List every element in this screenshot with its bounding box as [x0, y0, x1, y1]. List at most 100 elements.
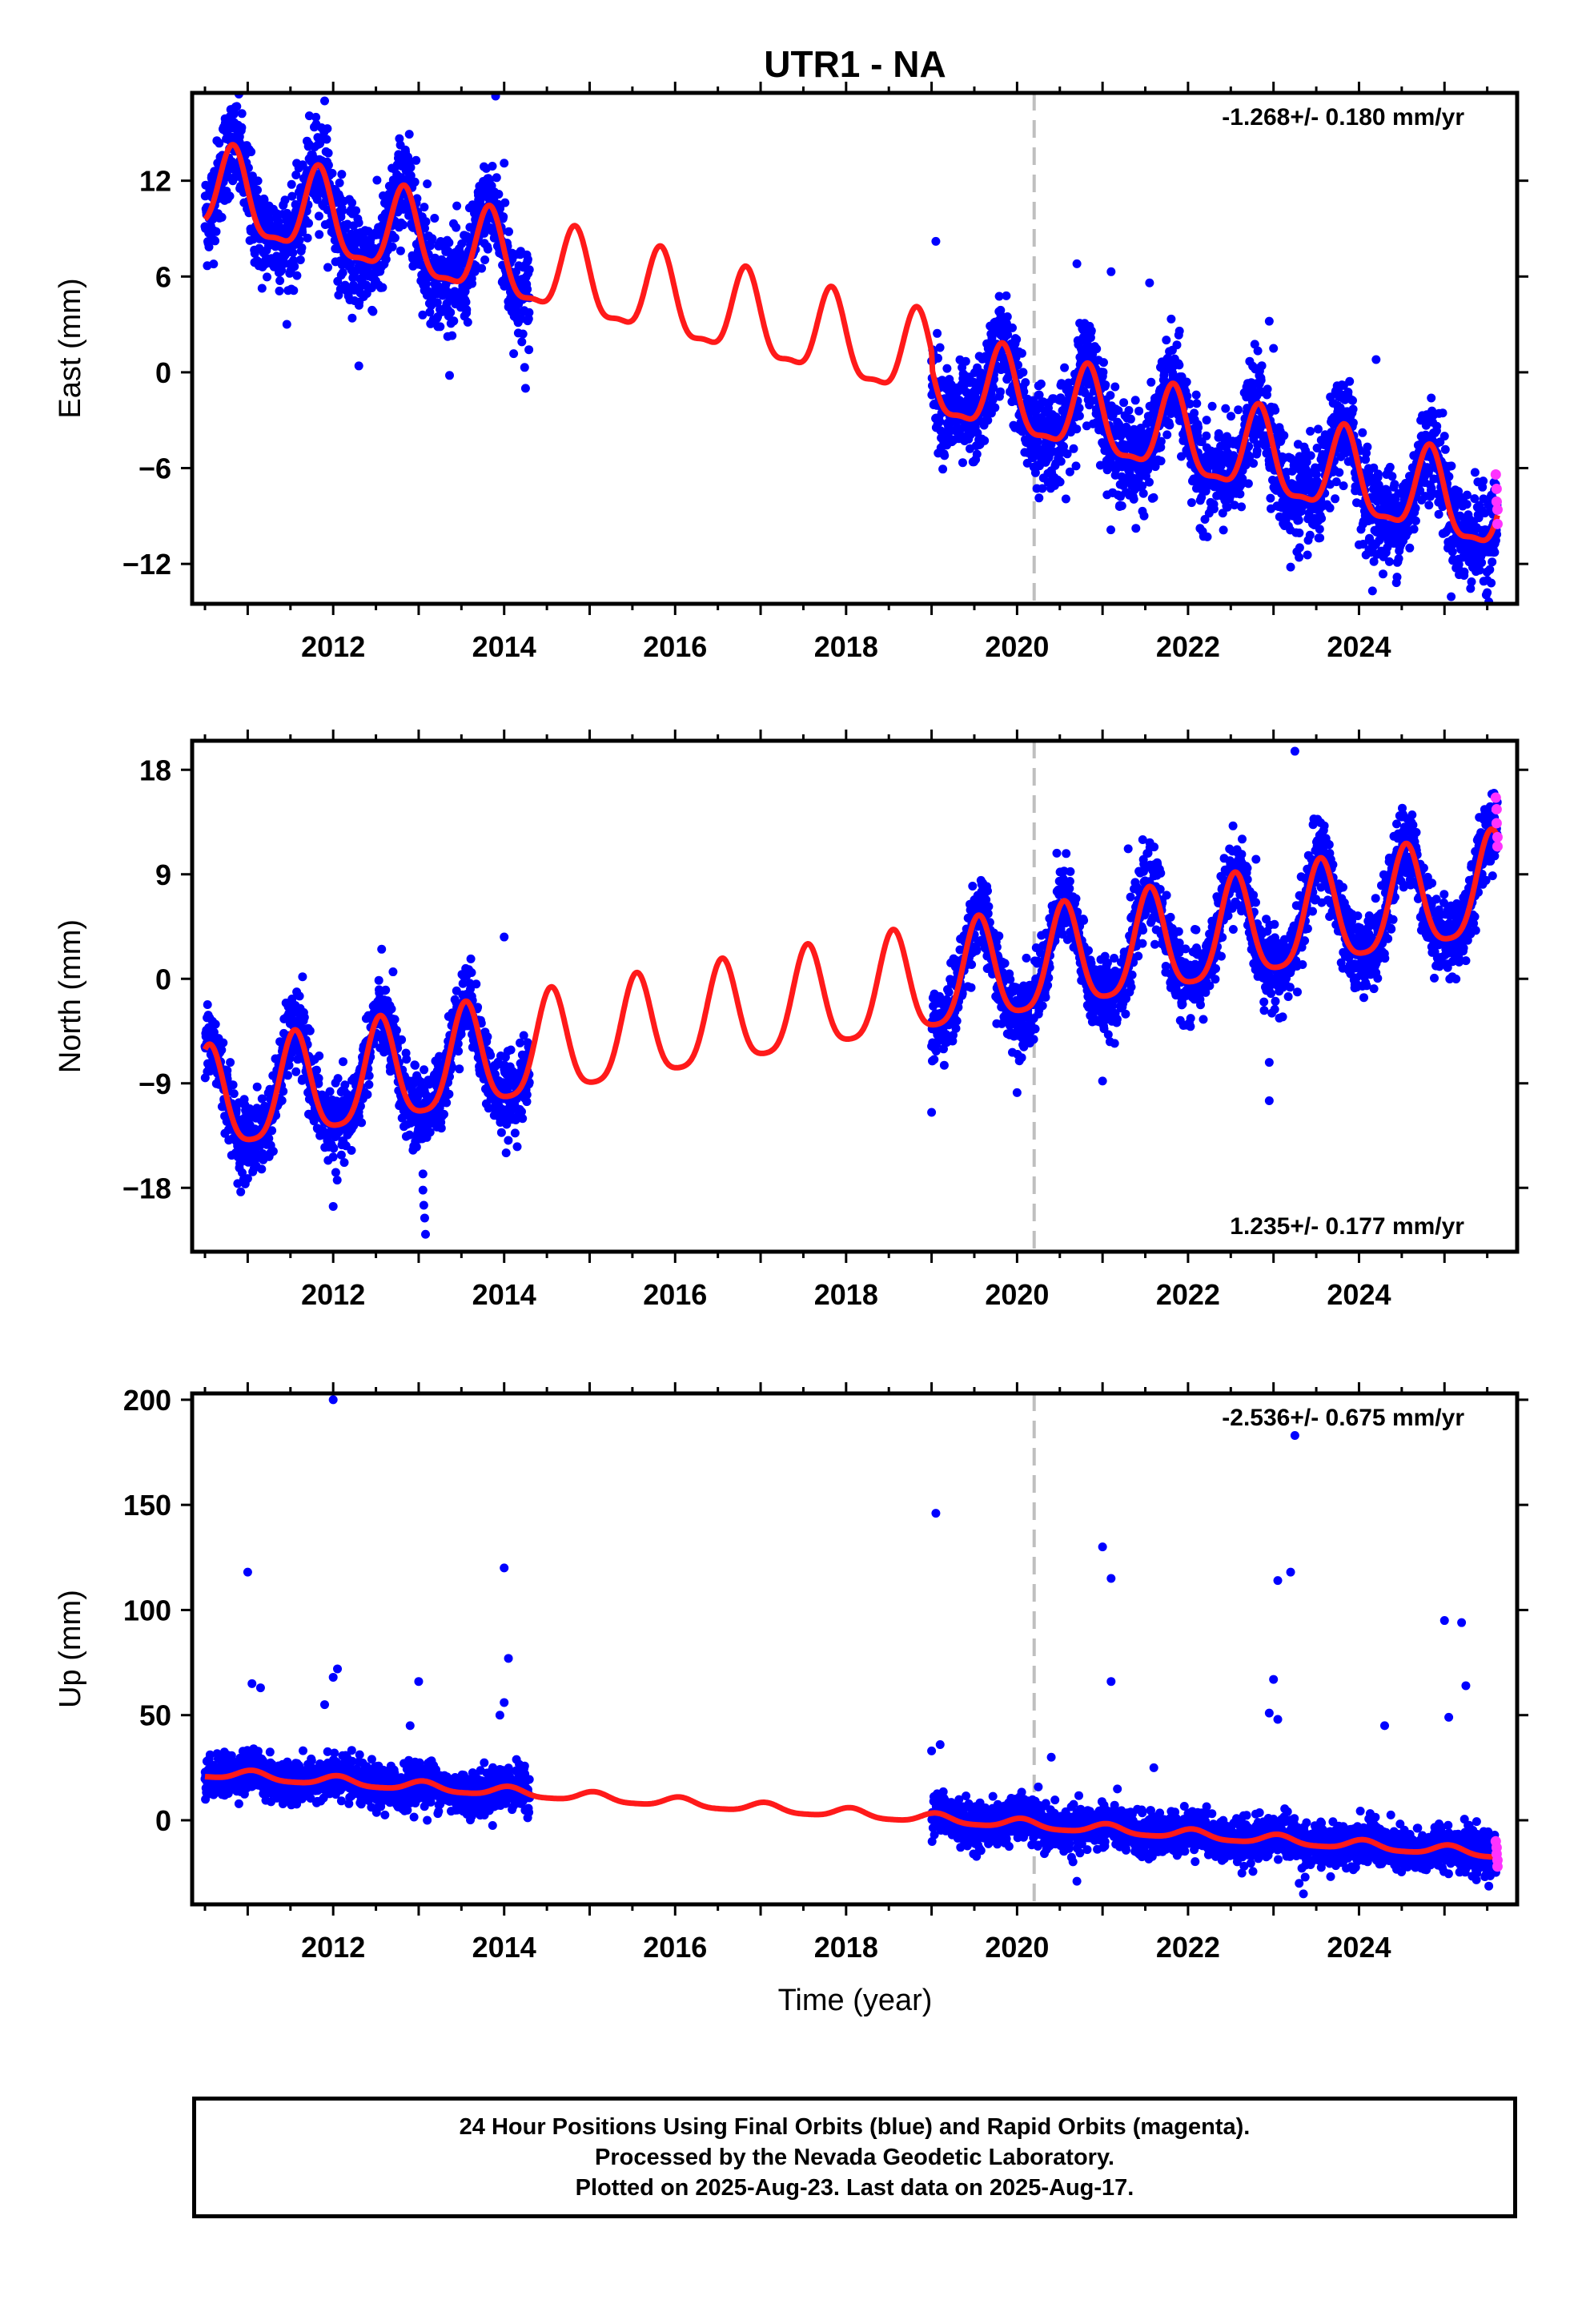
- east-data-point: [980, 436, 990, 445]
- east-outlier-point: [1072, 259, 1082, 268]
- east-data-point: [338, 206, 347, 215]
- east-data-point: [1294, 516, 1303, 525]
- east-data-point: [1110, 382, 1120, 392]
- east-xtick-label: 2012: [301, 630, 365, 663]
- east-data-point: [1143, 465, 1153, 475]
- east-data-point: [1209, 505, 1219, 513]
- east-data-point: [445, 371, 454, 380]
- east-data-point: [520, 363, 529, 372]
- north-data-point: [328, 1152, 338, 1162]
- east-data-point: [290, 262, 299, 271]
- east-data-point: [1165, 420, 1174, 430]
- north-data-point: [402, 1055, 412, 1064]
- east-data-point: [204, 242, 214, 251]
- north-data-point: [442, 1098, 452, 1108]
- east-data-point: [1219, 525, 1228, 535]
- east-xtick-label: 2014: [472, 630, 536, 663]
- east-data-point: [232, 102, 242, 111]
- east-data-point: [509, 349, 519, 359]
- east-data-point: [237, 123, 247, 132]
- north-data-point: [436, 1124, 446, 1133]
- east-data-point: [1345, 376, 1355, 386]
- east-ytick-label: 0: [155, 356, 171, 389]
- east-data-point: [372, 175, 382, 185]
- east-data-point: [940, 451, 950, 460]
- east-data-point: [421, 217, 431, 227]
- east-plot-area: [200, 93, 1503, 604]
- east-data-point: [1106, 391, 1115, 400]
- east-data-point: [1390, 480, 1399, 489]
- east-data-point: [1305, 530, 1315, 540]
- north-data-point: [391, 1026, 401, 1035]
- east-data-point: [1256, 376, 1266, 385]
- north-data-point: [236, 1187, 246, 1196]
- east-data-point: [1194, 423, 1203, 432]
- east-data-point: [1335, 468, 1344, 477]
- east-data-point: [942, 364, 952, 373]
- north-data-point: [420, 1065, 429, 1075]
- east-data-point: [1071, 461, 1081, 471]
- east-data-point: [1202, 416, 1211, 425]
- east-data-point: [1462, 500, 1472, 509]
- east-data-point: [1223, 502, 1232, 512]
- north-data-point: [203, 1000, 212, 1009]
- north-data-point: [305, 1026, 315, 1035]
- east-data-point: [483, 244, 492, 254]
- north-data-point: [363, 1090, 372, 1100]
- north-data-point: [314, 1074, 323, 1083]
- east-data-point: [275, 286, 284, 296]
- east-data-point: [378, 283, 387, 292]
- east-data-point: [1021, 378, 1030, 388]
- north-data-point: [339, 1158, 349, 1168]
- east-data-point: [211, 227, 221, 236]
- east-data-point: [1130, 396, 1140, 405]
- east-data-point: [381, 255, 391, 264]
- east-data-point: [1182, 392, 1192, 401]
- north-data-point: [405, 1130, 414, 1140]
- north-data-point: [219, 1038, 228, 1047]
- east-data-point: [327, 168, 337, 178]
- north-data-point: [381, 985, 391, 995]
- east-data-point: [406, 163, 416, 172]
- east-rapid-point: [1492, 504, 1503, 515]
- east-outlier-point: [337, 170, 347, 179]
- east-data-point: [452, 201, 462, 211]
- east-data-point: [1295, 553, 1304, 562]
- north-final-orbit-points: [200, 746, 1502, 1239]
- east-data-point: [1253, 346, 1263, 356]
- east-data-point: [1317, 513, 1327, 523]
- east-data-point: [524, 308, 534, 317]
- east-data-point: [1249, 459, 1259, 468]
- east-data-point: [304, 111, 314, 121]
- east-data-point: [1487, 578, 1496, 588]
- east-data-point: [989, 383, 998, 392]
- east-data-point: [1138, 489, 1148, 498]
- north-data-point: [329, 1144, 339, 1153]
- north-data-point: [298, 972, 307, 982]
- east-data-point: [1014, 360, 1022, 370]
- east-data-point: [1243, 479, 1253, 489]
- east-data-point: [1017, 348, 1026, 358]
- east-data-point: [494, 190, 504, 199]
- east-data-point: [291, 171, 301, 179]
- east-data-point: [1191, 390, 1201, 400]
- east-data-point: [323, 160, 333, 170]
- east-data-point: [1447, 592, 1456, 601]
- east-data-point: [1060, 363, 1070, 372]
- east-data-point: [1427, 393, 1436, 403]
- north-data-point: [331, 1168, 340, 1177]
- east-data-point: [1069, 444, 1078, 453]
- east-data-point: [1432, 421, 1442, 431]
- east-outlier-point: [1483, 588, 1492, 597]
- east-data-point: [209, 259, 219, 269]
- east-data-point: [253, 176, 263, 186]
- east-data-point: [1348, 396, 1357, 405]
- east-data-point: [1384, 557, 1394, 566]
- east-data-point: [1411, 516, 1420, 525]
- north-data-point: [228, 1080, 238, 1090]
- east-data-point: [1488, 557, 1497, 567]
- east-data-point: [480, 255, 490, 264]
- east-data-point: [934, 353, 942, 363]
- east-data-point: [1203, 532, 1212, 541]
